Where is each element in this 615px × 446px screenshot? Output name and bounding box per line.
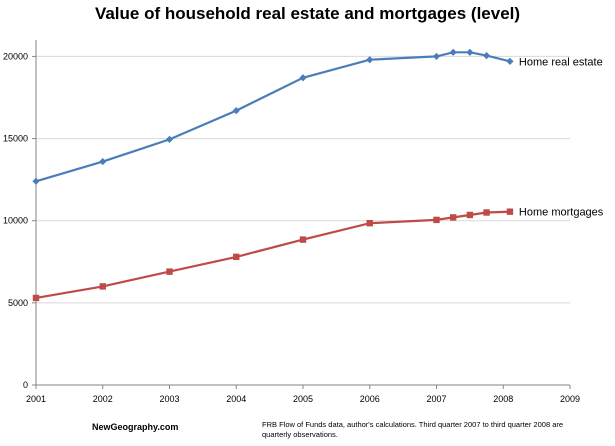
data-point bbox=[449, 214, 457, 221]
x-tick-label: 2007 bbox=[426, 394, 446, 404]
x-tick-label: 2003 bbox=[159, 394, 179, 404]
data-point bbox=[366, 56, 374, 64]
data-point bbox=[506, 57, 514, 65]
data-point bbox=[299, 236, 307, 243]
data-point bbox=[99, 283, 106, 290]
gridlines bbox=[36, 55, 570, 304]
series-layer bbox=[32, 48, 514, 302]
x-tick-label: 2002 bbox=[93, 394, 113, 404]
series-home-mortgages bbox=[32, 208, 514, 302]
data-point bbox=[482, 52, 491, 60]
y-tick-label: 0 bbox=[23, 380, 28, 390]
data-point bbox=[506, 208, 514, 215]
data-point bbox=[32, 294, 40, 302]
series-line bbox=[35, 51, 511, 183]
y-tick-label: 5000 bbox=[8, 298, 28, 308]
y-tick-label: 15000 bbox=[3, 134, 28, 144]
data-point bbox=[449, 48, 457, 56]
data-point bbox=[32, 177, 40, 185]
y-tick-label: 20000 bbox=[3, 51, 28, 61]
series-label: Home real estate bbox=[519, 56, 603, 68]
axes bbox=[32, 40, 571, 389]
data-point bbox=[483, 209, 490, 216]
data-point bbox=[233, 253, 240, 261]
x-tick-label: 2005 bbox=[293, 394, 313, 404]
x-tick-label: 2006 bbox=[360, 394, 380, 404]
data-point bbox=[99, 157, 107, 166]
chart-title: Value of household real estate and mortg… bbox=[94, 4, 521, 23]
data-point bbox=[466, 48, 474, 56]
x-tick-label: 2001 bbox=[26, 394, 46, 404]
x-tick-label: 2009 bbox=[560, 394, 580, 404]
data-point bbox=[299, 74, 307, 82]
data-point bbox=[165, 135, 174, 143]
series-line bbox=[35, 210, 510, 299]
y-tick-label: 10000 bbox=[3, 216, 28, 226]
data-point bbox=[366, 219, 373, 227]
source-site-label: NewGeography.com bbox=[92, 422, 179, 432]
data-point bbox=[433, 216, 440, 224]
series-label: Home mortgages bbox=[519, 207, 604, 219]
series-home-real-estate bbox=[32, 48, 514, 185]
source-note: FRB Flow of Funds data, author's calcula… bbox=[262, 420, 564, 439]
data-point bbox=[466, 211, 474, 219]
data-point bbox=[166, 268, 173, 275]
x-tick-label: 2008 bbox=[493, 394, 513, 404]
labels: 0 5000 10000 15000 20000 2001 2002 2003 2004 2005… bbox=[3, 51, 604, 404]
data-point bbox=[232, 107, 240, 115]
x-tick-label: 2004 bbox=[226, 394, 246, 404]
data-point bbox=[432, 52, 441, 61]
